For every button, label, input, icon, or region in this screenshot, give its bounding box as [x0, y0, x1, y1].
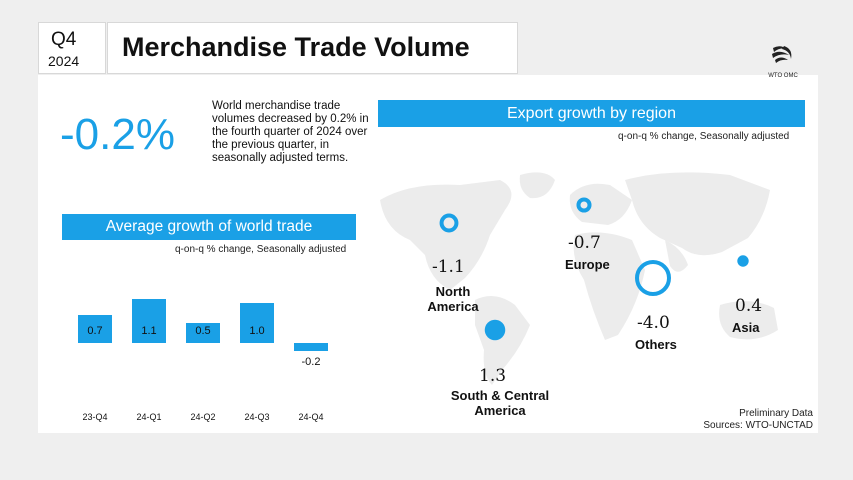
map-title: Export growth by region	[378, 100, 805, 127]
quarter-label: Q4	[51, 29, 77, 50]
others-value: -4.0	[637, 313, 670, 333]
headline-value: -0.2%	[60, 110, 175, 159]
bubble-north-america	[439, 213, 459, 233]
title-box: Merchandise Trade Volume	[107, 22, 518, 74]
others-label: Others	[635, 337, 677, 352]
europe-value: -0.7	[568, 233, 601, 253]
page-title: Merchandise Trade Volume	[122, 32, 470, 62]
map-north-america	[380, 180, 512, 290]
bar-category-label: 23-Q4	[82, 412, 107, 422]
bar-data-label: 0.7	[87, 325, 102, 337]
bar-data-label: -0.2	[302, 356, 321, 368]
south-central-america-value: 1.3	[479, 366, 507, 386]
bar-data-label: 1.0	[249, 325, 264, 337]
asia-label: Asia	[732, 320, 760, 335]
map-asia	[625, 172, 770, 256]
map-australia	[719, 301, 778, 340]
bubble-others	[635, 260, 671, 296]
bubble-asia	[737, 255, 749, 267]
bar-chart-subtitle: q-on-q % change, Seasonally adjusted	[175, 244, 347, 255]
bar-24-Q3	[240, 303, 274, 343]
headline-description: World merchandise trade volumes decrease…	[212, 100, 369, 164]
bubble-layer	[439, 197, 749, 341]
map-south-asia	[665, 240, 688, 272]
bar-category-label: 24-Q4	[298, 412, 323, 422]
bar-category-label: 24-Q3	[244, 412, 269, 422]
quarter-box: Q4 2024	[38, 22, 106, 74]
north-america-value: -1.1	[432, 257, 465, 277]
map-europe	[569, 183, 632, 225]
bubble-europe	[576, 197, 592, 213]
north-america-label: North America	[427, 284, 479, 314]
sources-note: Sources: WTO-UNCTAD	[703, 420, 813, 431]
bar-24-Q4	[294, 343, 328, 351]
bar-chart-title: Average growth of world trade	[62, 214, 356, 240]
preliminary-note: Preliminary Data	[739, 408, 813, 419]
map-subtitle: q-on-q % change, Seasonally adjusted	[618, 131, 790, 142]
map-africa	[573, 232, 645, 340]
europe-label: Europe	[565, 257, 610, 272]
logo-text: WTO OMC	[768, 73, 798, 79]
bar-chart: 0.7 23-Q4 1.1 24-Q1 0.5 24-Q2 1.0 24-Q3 -0.2 24-Q…	[78, 299, 328, 422]
bar-category-label: 24-Q2	[190, 412, 215, 422]
bar-data-label: 1.1	[141, 325, 156, 337]
map-greenland	[519, 172, 555, 199]
bubble-south-central-america	[484, 319, 506, 341]
bar-data-label: 0.5	[195, 325, 210, 337]
world-map	[380, 172, 778, 385]
map-south-america	[475, 296, 530, 385]
south-central-america-label: South & Central America	[450, 388, 550, 418]
year-label: 2024	[48, 53, 80, 69]
bar-24-Q1	[132, 299, 166, 343]
wto-logo-icon: WTO OMC	[760, 40, 806, 80]
bar-23-Q4	[78, 315, 112, 343]
asia-value: 0.4	[735, 296, 763, 316]
bar-24-Q2	[186, 323, 220, 343]
bar-category-label: 24-Q1	[136, 412, 161, 422]
